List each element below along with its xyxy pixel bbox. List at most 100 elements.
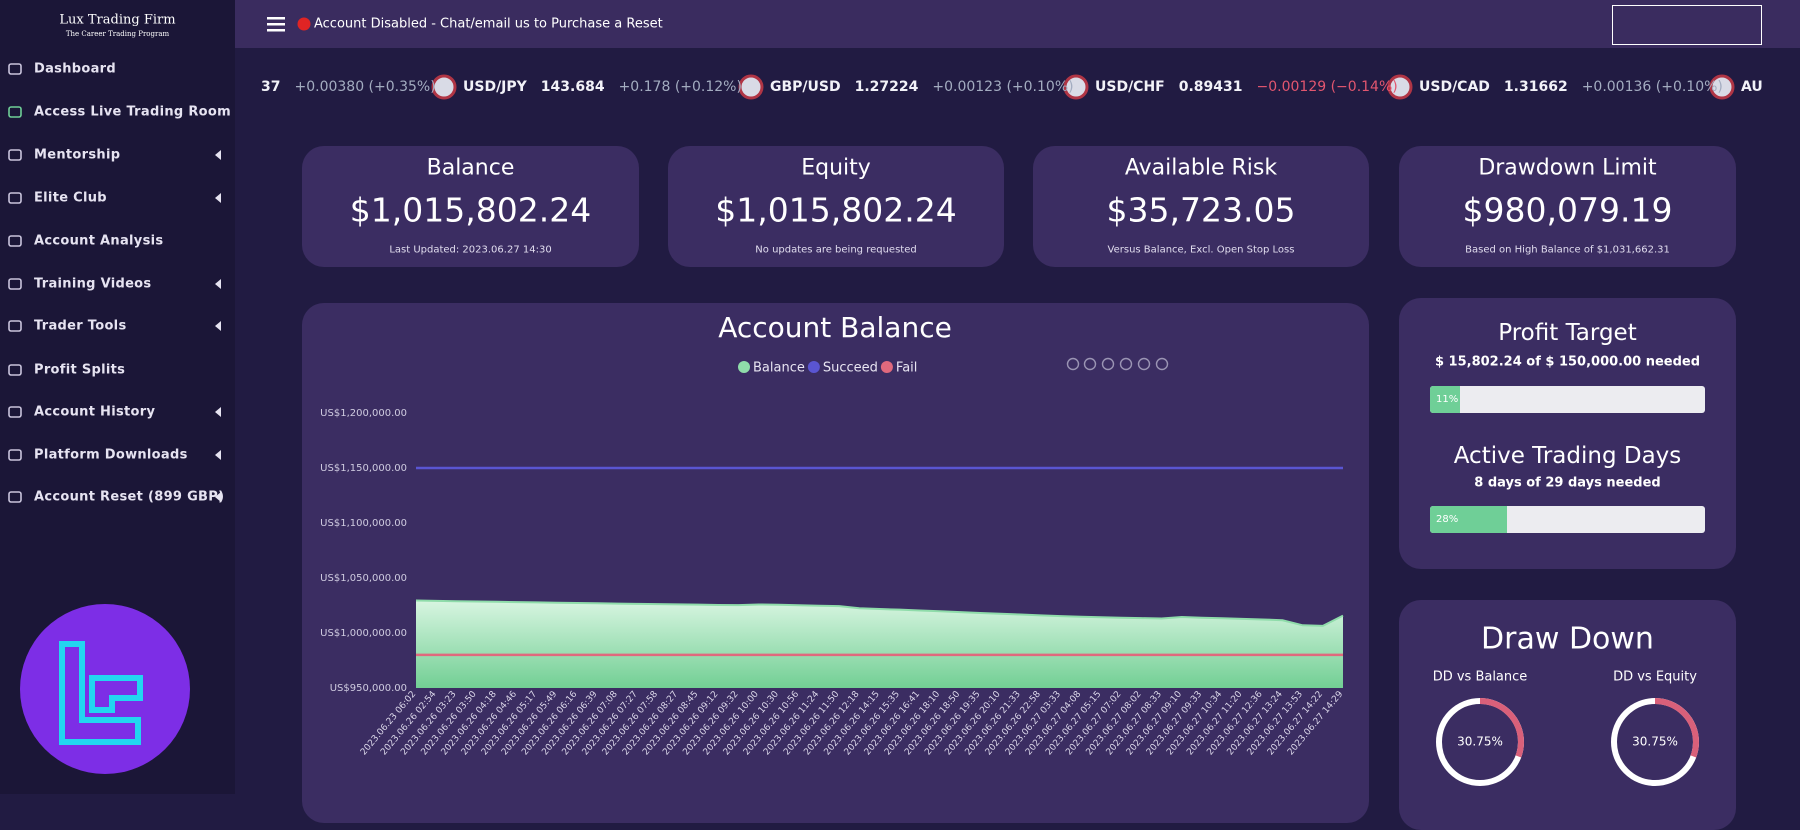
x-tick-label: 2023.06.27 14:29 [1286,689,1345,757]
menu-item[interactable]: Account History [34,404,156,420]
stat-card: Equity $1,015,802.24 No updates are being … [668,146,1004,267]
card-value: $1,015,802.24 [715,190,957,230]
card-title: Drawdown Limit [1478,155,1657,181]
x-tick-label: 2023.06.26 22:58 [984,689,1043,757]
status-dot [297,17,311,31]
ticker-symbol: USD/CAD [1419,79,1490,95]
menu-arrow [215,450,221,460]
x-tick-label: 2023.06.23 06:02 [359,690,418,758]
section-subtitle: $ 15,802.24 of $ 150,000.00 needed [1434,354,1701,370]
balance-line [415,599,1344,627]
drawdown-panel: Draw Down DD vs Balance 30.75% DD vs Equity… [1399,600,1736,830]
y-tick-label: US$1,050,000.00 [320,573,407,584]
sidebar: Lux Trading Firm The Career Trading Prog… [0,0,235,794]
legend-label[interactable]: Balance [753,361,805,376]
gauge-track [1436,698,1524,786]
menu-icon [8,406,22,418]
chart-title: Account Balance [718,311,952,344]
menu-icon [8,149,22,161]
toolbar-icon [1066,357,1080,371]
x-tick-label: 2023.06.27 09:33 [1145,690,1204,758]
ticker-item[interactable]: GBP/USD 1.27224 +0.00123 (+0.10%) [740,79,1074,95]
balance-area [416,600,1343,688]
target-panel: Profit Target $ 15,802.24 of $ 150,000.00… [1399,298,1736,569]
flag [1387,74,1413,100]
ticker-change: +0.00123 (+0.10%) [932,79,1074,95]
menu-item[interactable]: Trader Tools [34,318,127,334]
x-tick-label: 2023.06.26 07:08 [561,689,620,757]
card-note: Based on High Balance of $1,031,662.31 [1465,244,1670,256]
gauge-track [1611,698,1699,786]
x-tick-label: 2023.06.26 08:27 [621,690,680,758]
ticker-symbol: USD/CHF [1095,79,1165,95]
menu-arrow [215,492,221,502]
card-value: $980,079.19 [1462,190,1673,230]
tagline: The Career Trading Program [65,30,170,38]
flag [431,74,457,100]
menu-icons [8,63,221,503]
menu-item[interactable]: Training Videos [34,276,152,292]
x-tick-label: 2023.06.26 03:23 [399,690,458,758]
x-tick-label: 2023.06.27 05:15 [1044,690,1103,758]
menu-item[interactable]: Account Reset (899 GBP) [34,489,225,505]
menu-icon [8,449,22,461]
y-tick-label: US$950,000.00 [330,683,407,694]
ticker-item[interactable]: USD/CAD 1.31662 +0.00136 (+0.10%) [1389,79,1723,95]
x-tick-label: 2023.06.26 09:32 [681,690,740,758]
x-tick-label: 2023.06.26 06:16 [520,689,579,757]
menu-item[interactable]: Account Analysis [34,233,164,249]
ticker-item[interactable]: 37 +0.00380 (+0.35%) [247,79,436,95]
x-tick-label: 2023.06.27 08:33 [1105,690,1164,758]
ticker-symbol: GBP/USD [770,79,841,95]
menu-toggle[interactable] [267,16,287,32]
menu-item[interactable]: Dashboard [34,61,116,77]
ticker-item[interactable]: USD/CHF 0.89431 −0.00129 (−0.14%) [1065,79,1398,95]
x-tick-label: 2023.06.26 08:45 [641,690,700,758]
x-tick-label: 2023.06.26 21:33 [964,690,1023,758]
legend-marker [807,361,820,373]
legend-label[interactable]: Succeed [823,361,878,376]
x-tick-label: 2023.06.26 15:35 [843,690,902,758]
legend-label[interactable]: Fail [896,361,917,376]
x-tick-label: 2023.06.27 11:20 [1185,689,1244,757]
toolbar-icon [1155,357,1169,371]
toolbar-icon [1137,357,1151,371]
menu-icon [8,320,22,332]
menu-item[interactable]: Platform Downloads [34,447,188,463]
card-note: Versus Balance, Excl. Open Stop Loss [1107,244,1295,256]
y-tick-label: US$1,000,000.00 [320,628,407,639]
menu-icon [8,491,22,503]
menu-arrow [215,321,221,331]
x-tick-label: 2023.06.26 04:18 [440,689,499,757]
menu-item[interactable]: Access Live Trading Room [34,104,231,120]
ticker-price: 1.31662 [1503,79,1568,95]
menu-icon [8,63,22,75]
stat-card: Balance $1,015,802.24 Last Updated: 2023.0… [302,146,639,267]
menu-item[interactable]: Profit Splits [34,362,126,378]
ticker-change: +0.178 (+0.12%) [618,79,742,95]
toolbar-icon [1101,357,1115,371]
ticker-symbol: AU [1741,79,1763,95]
x-tick-label: 2023.06.26 09:12 [661,690,720,758]
x-tick-label: 2023.06.26 04:46 [460,689,519,757]
gauge-value [1654,698,1699,758]
menu-item[interactable]: Mentorship [34,147,121,163]
ticker-item[interactable]: USD/JPY 143.684 +0.178 (+0.12%) [433,79,742,95]
legend-marker [738,361,750,373]
ticker-symbol: USD/JPY [463,79,527,95]
topbar-button[interactable] [1612,5,1762,45]
gauges: DD vs Balance 30.75% DD vs Equity 30.75% [1433,670,1699,786]
x-tick-label: 2023.06.26 10:56 [742,689,801,757]
x-tick-label: 2023.06.26 02:54 [379,689,438,757]
flag [1709,74,1735,100]
toolbar-icon [1119,357,1133,371]
x-tick-label: 2023.06.27 04:08 [1024,689,1083,757]
ticker-item[interactable]: AU [1711,79,1763,95]
menu-item[interactable]: Elite Club [34,190,107,206]
x-tick-label: 2023.06.26 11:50 [782,689,841,757]
ticker-flags [431,74,1735,100]
card-title: Available Risk [1124,155,1278,181]
stat-card: Available Risk $35,723.05 Versus Balance, … [1033,146,1369,267]
gauge-label: DD vs Equity [1613,670,1697,685]
x-tick-label: 2023.06.26 18:50 [903,689,962,757]
